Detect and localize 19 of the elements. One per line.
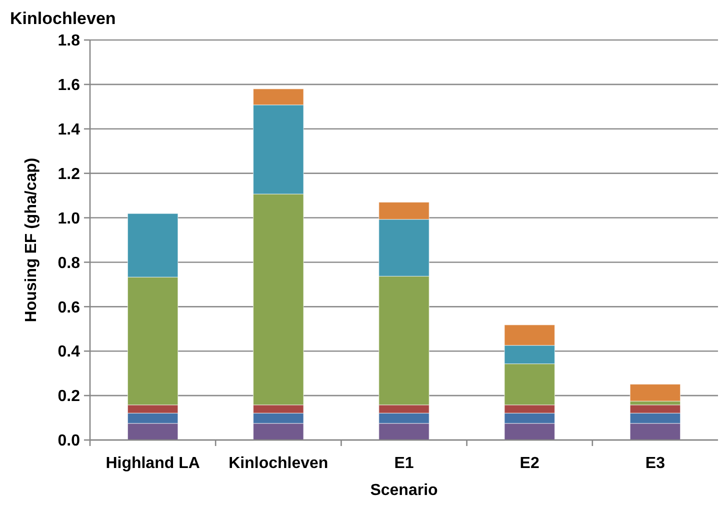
y-tick-label: 0.6 <box>58 299 80 316</box>
bar <box>630 384 681 402</box>
y-tick-label: 0.2 <box>58 388 80 406</box>
x-tick-label: E3 <box>645 455 666 472</box>
chart-title: Kinlochleven <box>10 9 116 28</box>
y-tick-label: 1.2 <box>58 166 80 183</box>
y-tick-label: 0.0 <box>58 432 80 450</box>
x-tick-label: E1 <box>394 455 414 472</box>
y-tick-label: 0.4 <box>58 344 80 361</box>
y-axis-title: Housing EF (gha/cap) <box>23 158 40 322</box>
x-tick-label: E2 <box>520 455 540 472</box>
x-tick-label: Kinlochleven <box>228 455 328 472</box>
y-tick-label: 1.0 <box>58 210 80 228</box>
y-tick-label: 1.8 <box>58 32 80 50</box>
y-tick-label: 0.8 <box>58 254 80 272</box>
x-axis-title: Scenario <box>370 482 438 499</box>
x-tick-label: Highland LA <box>106 455 200 472</box>
y-tick-label: 1.4 <box>58 121 80 138</box>
y-tick-label: 1.6 <box>58 77 80 94</box>
